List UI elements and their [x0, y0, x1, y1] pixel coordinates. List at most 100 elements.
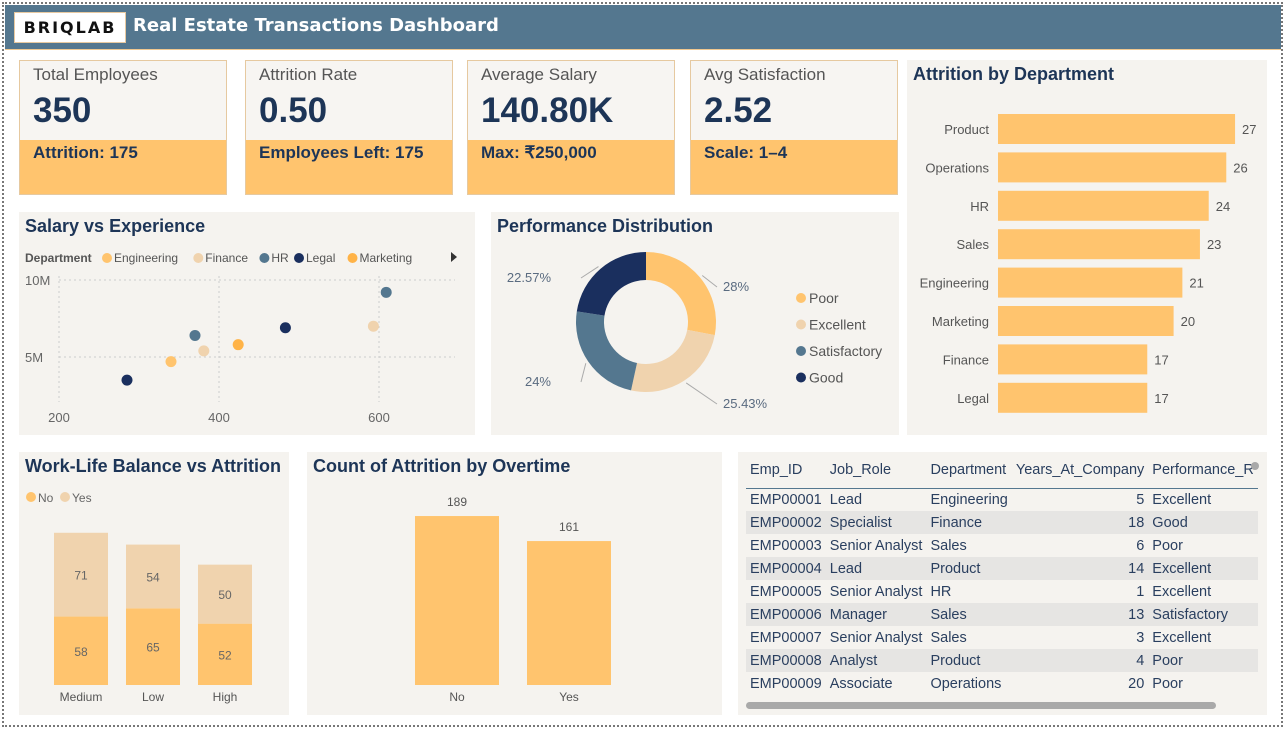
table-cell: EMP00006 — [746, 603, 826, 626]
legend-marker — [796, 346, 806, 356]
horizontal-scrollbar[interactable] — [746, 702, 1216, 709]
data-label: 189 — [447, 495, 467, 509]
category-label: Sales — [956, 237, 989, 252]
table-cell: 18 — [1011, 511, 1149, 534]
point-hr — [189, 329, 201, 341]
category-label: Operations — [925, 160, 989, 175]
table-cell: Excellent — [1152, 491, 1212, 508]
table-cell: 1 — [1136, 583, 1145, 600]
x-tick: 400 — [208, 410, 230, 425]
kpi-total-employees[interactable]: Total Employees 350 Attrition: 175 — [19, 60, 227, 195]
employee-table: Emp_ID Job_Role Department Years_At_Company… — [746, 452, 1258, 695]
point-hr — [380, 286, 392, 298]
bar-engineering — [998, 267, 1183, 298]
legend-item: Excellent — [809, 317, 866, 333]
table-cell: Product — [926, 649, 1012, 672]
category-label: Low — [142, 690, 164, 704]
table-row[interactable]: EMP00009 Associate Operations 20 Poor — [746, 672, 1258, 695]
data-label: 161 — [559, 520, 579, 534]
table-cell: Poor — [1152, 537, 1183, 554]
legend-marker — [796, 372, 806, 383]
kpi-label: Average Salary — [481, 65, 597, 84]
table-cell: Manager — [825, 603, 927, 626]
data-label: 65 — [146, 641, 160, 655]
slice-satisfactory — [576, 311, 638, 391]
table-cell: Poor — [1148, 649, 1258, 672]
column-header[interactable]: Department — [926, 452, 1012, 489]
point-engineering — [165, 356, 177, 368]
bar-hr — [998, 190, 1209, 221]
legend-item: HR — [271, 251, 289, 265]
legend-item: Yes — [72, 491, 92, 505]
category-label: HR — [970, 199, 989, 214]
table-cell: EMP00004 — [746, 557, 826, 580]
table-cell: Operations — [930, 675, 1002, 692]
point-legal — [279, 322, 291, 334]
dashboard-title: Real Estate Transactions Dashboard — [133, 15, 499, 36]
table-row[interactable]: EMP00002 Specialist Finance 18 Good — [746, 511, 1258, 534]
table-cell: 5 — [1136, 491, 1145, 508]
bar-segment — [54, 532, 108, 617]
table-row[interactable]: EMP00004 Lead Product 14 Excellent — [746, 557, 1258, 580]
chart-title: Count of Attrition by Overtime — [313, 456, 571, 476]
column-header[interactable]: Performance_R — [1148, 452, 1258, 489]
table-cell: Specialist — [825, 511, 927, 534]
table-cell: 14 — [1011, 557, 1149, 580]
column-header[interactable]: Job_Role — [825, 452, 927, 489]
data-label: 17 — [1154, 352, 1168, 367]
data-label: 23 — [1207, 237, 1221, 252]
employee-table-panel[interactable]: Emp_ID Job_Role Department Years_At_Company… — [738, 452, 1267, 715]
attrition-by-department-panel[interactable]: Attrition by Department Product 27 Operati… — [907, 60, 1267, 435]
leader-line — [580, 363, 587, 383]
point-legal — [121, 374, 133, 386]
column-header[interactable]: Emp_ID — [746, 452, 826, 489]
bar-operations — [998, 152, 1227, 183]
legend-marker — [347, 253, 358, 263]
x-tick: 600 — [368, 410, 390, 425]
table-row[interactable]: EMP00008 Analyst Product 4 Poor — [746, 649, 1258, 672]
leader-line — [580, 266, 599, 279]
column-header[interactable]: Years_At_Company — [1011, 452, 1149, 489]
table-row[interactable]: EMP00006 Manager Sales 13 Satisfactory — [746, 603, 1258, 626]
header-bar — [5, 5, 1281, 50]
legend-item: Good — [809, 370, 843, 386]
table-cell: HR — [930, 583, 952, 600]
table-cell: Poor — [1152, 675, 1183, 692]
table-cell: Sales — [930, 537, 967, 554]
legend-marker — [26, 492, 36, 502]
table-cell: EMP00001 — [750, 491, 822, 508]
legend-title: Department — [25, 251, 92, 265]
kpi-average-salary[interactable]: Average Salary 140.80K Max: ₹250,000 — [467, 60, 675, 195]
table-row[interactable]: EMP00007 Senior Analyst Sales 3 Excellent — [746, 626, 1258, 649]
bar-segment — [198, 623, 252, 685]
legend-marker — [294, 253, 304, 263]
kpi-avg-satisfaction[interactable]: Avg Satisfaction 2.52 Scale: 1–4 — [690, 60, 898, 195]
legend-marker — [259, 253, 270, 263]
table-cell: EMP00007 — [750, 629, 822, 646]
legend-marker — [796, 293, 806, 303]
kpi-label: Avg Satisfaction — [704, 65, 826, 84]
table-row[interactable]: EMP00001 Lead Engineering 5 Excellent — [746, 488, 1258, 511]
overtime-bar-chart: 189 No 161 Yes — [415, 495, 611, 704]
bar-legal — [998, 382, 1148, 413]
category-label: Product — [944, 122, 989, 137]
performance-distribution-panel[interactable]: Performance Distribution 28% Poor 25.43% Ex… — [491, 212, 899, 435]
bar-marketing — [998, 306, 1174, 336]
vertical-scrollbar[interactable] — [1251, 462, 1259, 470]
table-row[interactable]: EMP00003 Senior Analyst Sales 6 Poor — [746, 534, 1258, 557]
bar-sales — [998, 229, 1200, 260]
work-life-balance-panel[interactable]: Work-Life Balance vs Attrition No Yes 58 71… — [19, 452, 289, 715]
chart-title: Attrition by Department — [913, 64, 1115, 84]
overtime-attrition-panel[interactable]: Count of Attrition by Overtime 189 No 161 Y… — [307, 452, 722, 715]
category-label: Marketing — [932, 314, 989, 329]
legend-item: Satisfactory — [809, 343, 882, 359]
table-cell: Lead — [825, 557, 927, 580]
kpi-value: 0.50 — [259, 91, 328, 130]
table-cell: EMP00005 — [750, 583, 822, 600]
kpi-attrition-rate[interactable]: Attrition Rate 0.50 Employees Left: 175 — [245, 60, 453, 195]
table-row[interactable]: EMP00005 Senior Analyst HR 1 Excellent — [746, 580, 1258, 603]
salary-vs-experience-panel[interactable]: Salary vs Experience Department Engineeri… — [19, 212, 475, 435]
slice-good — [576, 252, 646, 316]
table-cell: Excellent — [1152, 583, 1212, 600]
table-cell: Senior Analyst — [829, 583, 923, 600]
